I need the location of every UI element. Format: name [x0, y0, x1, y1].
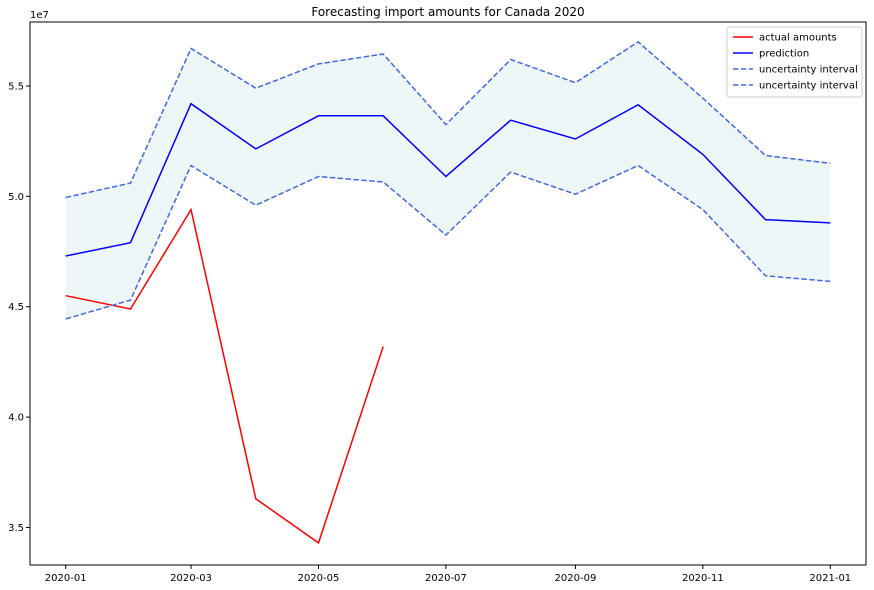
uncertainty-band [65, 41, 831, 319]
legend-label: uncertainty interval [759, 65, 858, 76]
x-tick-label: 2020-03 [170, 573, 212, 584]
legend-label: actual amounts [759, 33, 837, 44]
legend-label: prediction [759, 49, 809, 60]
series-line-0 [65, 207, 384, 545]
y-tick-label: 5.0 [8, 192, 24, 203]
x-tick-label: 2020-11 [682, 573, 724, 584]
series-lines [65, 40, 831, 545]
uncertainty-band-fill [65, 41, 831, 319]
legend-box [726, 26, 863, 98]
series-line-1 [65, 102, 831, 257]
y-offset-label: 1e7 [30, 10, 49, 21]
y-tick-label: 4.0 [8, 413, 24, 424]
legend: actual amounts prediction uncertainty inte… [726, 26, 863, 98]
y-tick-label: 4.5 [8, 302, 24, 313]
series-line-2 [65, 40, 831, 199]
y-tick-label: 3.5 [8, 523, 24, 534]
y-tick-label: 5.5 [8, 82, 24, 93]
x-axis-ticks: 2020-01 2020-03 2020-05 2020-07 2020-09 2020-… [45, 565, 851, 584]
x-tick-label: 2020-05 [298, 573, 340, 584]
series-line-3 [65, 164, 831, 320]
plot-frame [29, 21, 867, 566]
y-axis-ticks: 3.5 4.0 4.5 5.0 5.5 [8, 82, 30, 534]
x-tick-label: 2020-09 [555, 573, 597, 584]
x-tick-label: 2021-01 [809, 573, 851, 584]
x-tick-label: 2020-07 [425, 573, 467, 584]
chart-title: Forecasting import amounts for Canada 20… [311, 5, 584, 19]
legend-label: uncertainty interval [759, 81, 858, 92]
x-tick-label: 2020-01 [45, 573, 87, 584]
